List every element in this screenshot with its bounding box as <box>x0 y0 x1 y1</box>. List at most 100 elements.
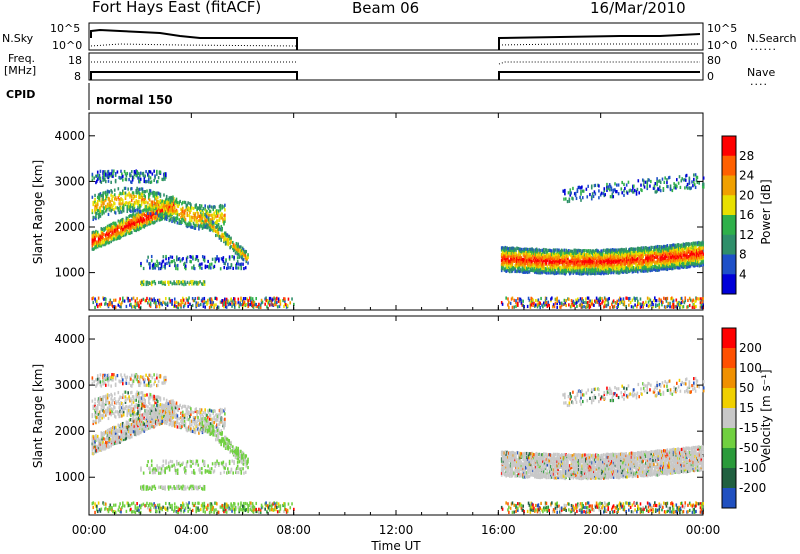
power-cell <box>695 245 697 250</box>
power-cell <box>598 297 601 301</box>
power-cell <box>589 253 592 258</box>
power-cell <box>669 186 672 191</box>
power-cell <box>212 301 215 305</box>
power-cell <box>99 209 102 213</box>
power-cell <box>227 299 230 303</box>
power-cell <box>585 262 588 266</box>
power-cell <box>562 265 565 270</box>
power-cell <box>106 192 109 196</box>
power-cell <box>628 296 630 301</box>
power-cell <box>582 270 584 274</box>
power-cell <box>502 257 505 261</box>
power-cell <box>186 213 189 218</box>
power-cell <box>156 217 159 221</box>
power-cell <box>156 204 158 208</box>
power-cell <box>597 271 600 275</box>
power-cell <box>153 205 155 209</box>
power-cell <box>594 250 596 254</box>
power-cell <box>653 258 655 262</box>
power-cell <box>542 250 545 254</box>
power-cell <box>553 251 556 255</box>
power-cell <box>188 206 190 210</box>
power-cell <box>694 241 696 245</box>
power-cell <box>678 243 680 247</box>
power-cell <box>687 298 689 303</box>
power-cell <box>601 249 603 253</box>
power-cell <box>622 267 625 271</box>
power-cell <box>637 179 640 183</box>
power-cell <box>214 233 217 238</box>
power-cell <box>275 299 277 303</box>
power-cell <box>164 280 166 284</box>
power-cell <box>134 228 137 232</box>
power-cell <box>155 303 157 308</box>
power-cell <box>96 200 99 204</box>
power-cell <box>695 243 697 247</box>
power-cell <box>544 255 547 259</box>
power-cell <box>501 250 504 254</box>
power-cell <box>179 199 181 204</box>
power-cell <box>701 185 704 189</box>
power-cell <box>190 260 192 264</box>
power-cell <box>514 266 516 271</box>
power-cell <box>662 257 665 261</box>
power-cell <box>664 247 667 251</box>
power-cell <box>514 264 516 268</box>
power-cell <box>581 302 584 306</box>
power-cell <box>94 242 96 246</box>
power-cell <box>148 206 151 210</box>
power-cell <box>595 296 598 300</box>
power-cell <box>197 211 199 216</box>
power-cell <box>568 303 570 307</box>
power-cell <box>93 237 95 241</box>
power-cell <box>172 202 174 206</box>
power-cell <box>203 220 205 224</box>
power-cell <box>652 267 654 271</box>
velocity-cell <box>122 437 124 441</box>
power-cell <box>147 211 149 216</box>
power-cell <box>659 252 661 256</box>
power-cell <box>223 222 225 226</box>
power-cell <box>216 305 219 309</box>
power-cell <box>198 263 200 267</box>
power-cell <box>184 201 187 205</box>
power-cell <box>508 251 511 255</box>
power-cell <box>223 205 225 209</box>
power-cell <box>136 201 138 205</box>
power-cell <box>587 267 590 272</box>
power-cell <box>628 264 630 268</box>
power-cell <box>508 246 511 250</box>
power-cell <box>622 256 625 260</box>
power-cell <box>634 266 636 270</box>
power-cell <box>125 216 128 220</box>
power-cell <box>140 298 143 302</box>
power-cell <box>619 271 621 275</box>
power-cell <box>146 221 148 225</box>
power-cell <box>180 303 182 307</box>
power-cell <box>154 208 156 212</box>
power-cell <box>195 280 198 284</box>
power-cell <box>107 169 110 174</box>
power-cell <box>101 238 104 243</box>
power-cell <box>203 255 206 259</box>
power-cell <box>234 302 237 306</box>
power-cell <box>206 264 209 269</box>
power-cell <box>543 303 546 307</box>
power-cell <box>575 249 577 253</box>
power-cell <box>564 259 567 263</box>
velocity-cell <box>101 440 104 444</box>
power-cell <box>205 300 207 304</box>
power-cell <box>662 188 665 192</box>
power-cell <box>516 269 518 274</box>
power-cell <box>579 257 582 261</box>
velocity-cell <box>102 441 104 445</box>
power-cell <box>599 258 601 262</box>
power-cell <box>607 266 610 271</box>
power-cell <box>572 258 575 262</box>
power-cell <box>145 180 147 184</box>
power-cell <box>199 280 201 284</box>
power-cell <box>138 193 140 197</box>
power-cell <box>529 249 532 253</box>
power-cell <box>599 251 601 255</box>
velocity-cell <box>93 439 95 443</box>
